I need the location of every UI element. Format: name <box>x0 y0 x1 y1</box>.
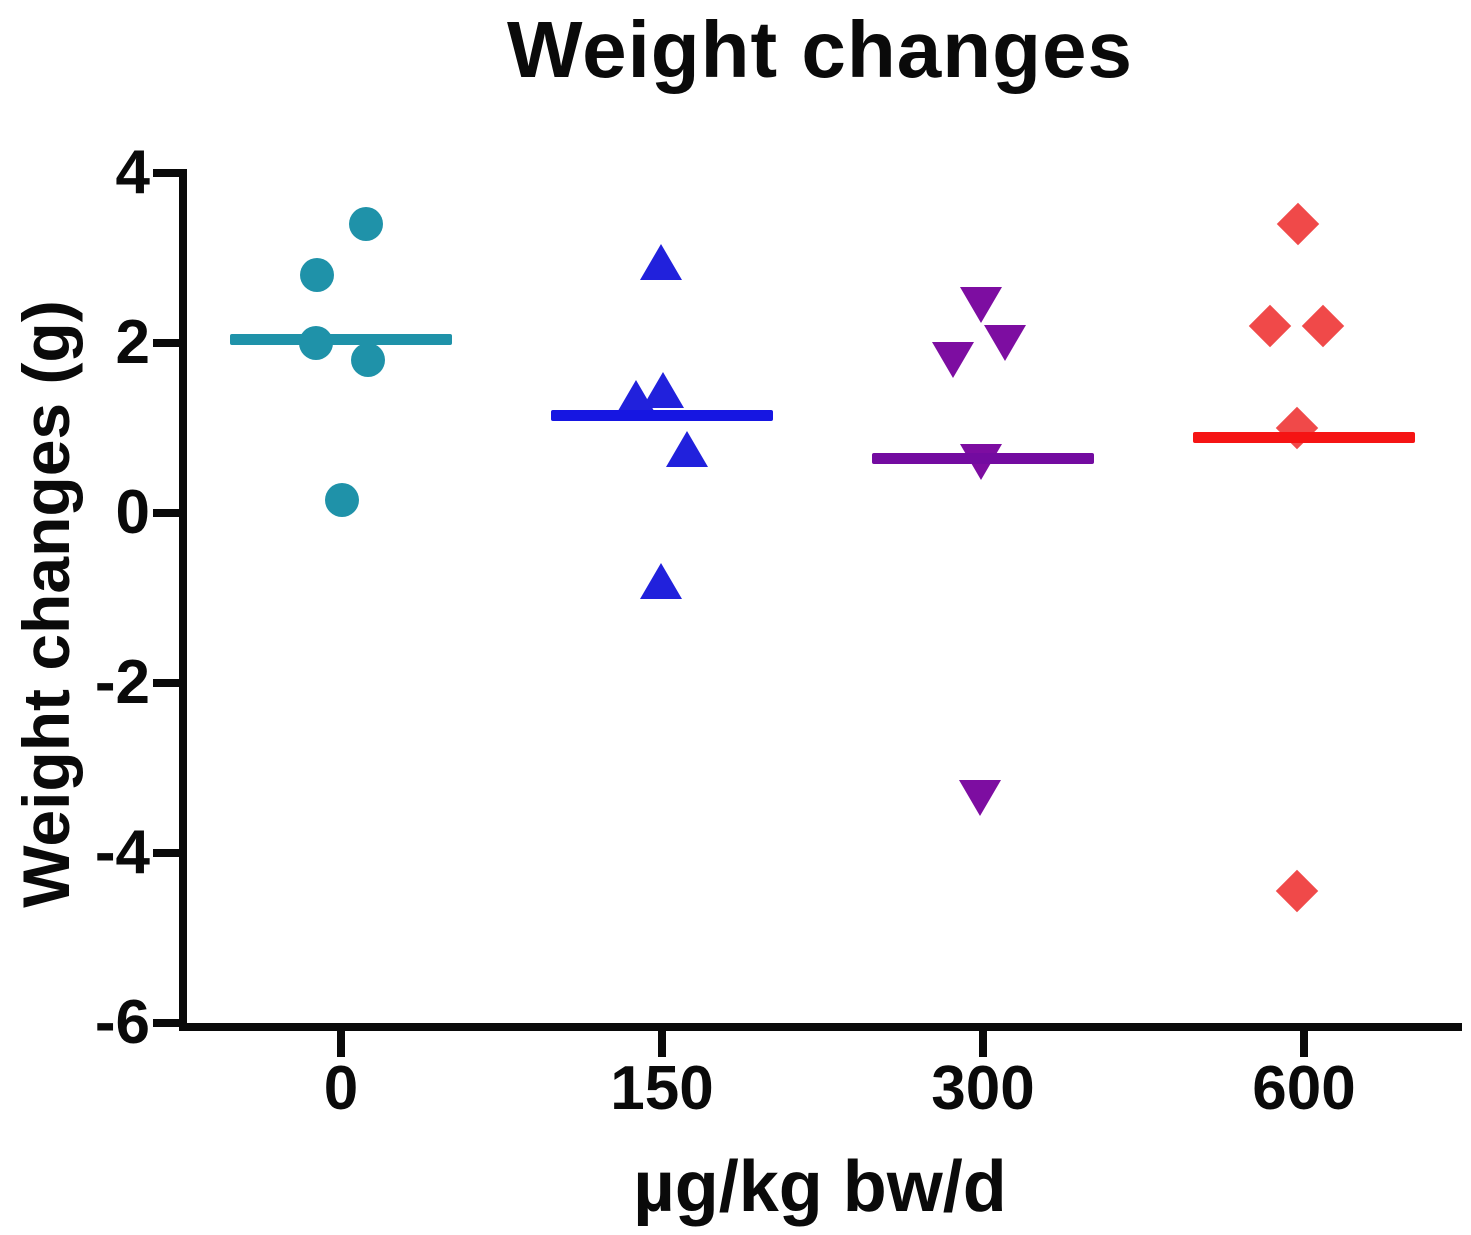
data-point-circle <box>300 258 334 292</box>
y-tick-label: 4 <box>115 138 150 207</box>
y-tick <box>153 1019 183 1027</box>
x-tick-label: 600 <box>1252 1054 1356 1123</box>
data-point-triangle-down <box>959 779 1001 816</box>
y-tick-label: 0 <box>115 478 150 547</box>
data-point-diamond <box>1248 304 1292 348</box>
y-axis-line <box>179 169 187 1031</box>
data-point-triangle-up <box>642 371 684 408</box>
data-point-triangle-up <box>640 563 682 599</box>
median-line <box>872 452 1094 464</box>
y-tick-label: -2 <box>94 648 150 717</box>
y-tick-label: -6 <box>94 988 150 1057</box>
median-line <box>1193 431 1415 443</box>
data-point-triangle-down <box>932 342 974 378</box>
data-point-diamond <box>1275 870 1319 913</box>
median-line <box>230 333 452 345</box>
median-line <box>551 410 773 422</box>
x-tick <box>1300 1031 1308 1057</box>
data-point-diamond <box>1275 406 1319 450</box>
x-tick <box>337 1031 345 1057</box>
x-tick <box>979 1031 987 1057</box>
data-point-triangle-up <box>666 431 708 468</box>
x-tick <box>658 1031 666 1057</box>
y-tick-label: 2 <box>115 308 150 377</box>
y-tick <box>153 339 183 347</box>
data-point-circle <box>351 343 385 377</box>
chart-title: Weight changes <box>507 5 1133 94</box>
y-tick-label: -4 <box>94 818 150 887</box>
x-tick-label: 0 <box>323 1054 359 1123</box>
y-tick <box>153 169 183 177</box>
y-tick <box>153 509 183 517</box>
x-axis-label: µg/kg bw/d <box>633 1147 1007 1227</box>
data-point-circle <box>349 207 383 241</box>
x-tick-label: 300 <box>931 1054 1035 1123</box>
y-tick <box>153 679 183 687</box>
data-point-circle <box>325 483 359 518</box>
x-axis-line <box>179 1023 1462 1031</box>
data-point-diamond <box>1276 202 1320 246</box>
data-point-triangle-down <box>960 286 1002 323</box>
x-tick-label: 150 <box>610 1054 714 1123</box>
data-point-diamond <box>1301 304 1345 348</box>
y-tick <box>153 849 183 857</box>
data-point-triangle-up <box>640 244 682 281</box>
y-axis-label: Weight changes (g) <box>9 300 83 908</box>
data-point-triangle-down <box>984 325 1026 361</box>
